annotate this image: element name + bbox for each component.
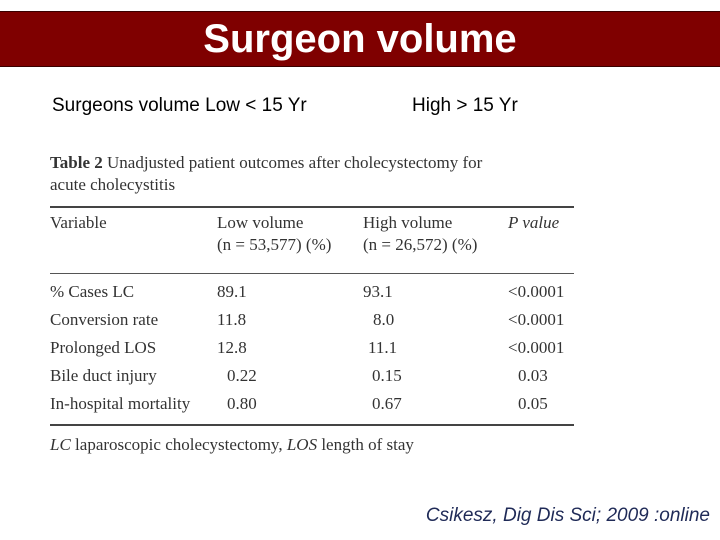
cell-variable: In-hospital mortality bbox=[50, 394, 191, 413]
slide-title: Surgeon volume bbox=[203, 17, 517, 61]
header-high-volume: High volume bbox=[363, 213, 453, 232]
table-label: Table 2 bbox=[50, 153, 103, 172]
header-p-value: P value bbox=[508, 213, 560, 232]
table-footnote: LC laparoscopic cholecystectomy, LOS len… bbox=[50, 434, 574, 456]
cell-high: 8.0 bbox=[373, 310, 395, 329]
cell-high: 0.67 bbox=[372, 394, 402, 413]
title-banner: Surgeon volume bbox=[0, 11, 720, 67]
outcomes-table: Table 2 Unadjusted patient outcomes afte… bbox=[50, 152, 574, 456]
subtitle-low-volume: Surgeons volume Low < 15 Yr bbox=[52, 95, 307, 116]
header-variable: Variable bbox=[50, 213, 107, 232]
cell-p: <0.0001 bbox=[508, 310, 565, 329]
footnote-lc-text: laparoscopic cholecystectomy, bbox=[70, 435, 287, 454]
cell-high: 11.1 bbox=[368, 338, 398, 357]
cell-high: 93.1 bbox=[363, 282, 393, 301]
cell-variable: Conversion rate bbox=[50, 310, 159, 329]
cell-low: 0.22 bbox=[227, 366, 257, 385]
cell-p: <0.0001 bbox=[508, 338, 565, 357]
header-low-n: (n = 53,577) (%) bbox=[217, 235, 332, 254]
table-row: % Cases LC 89.1 93.1 <0.0001 bbox=[50, 278, 574, 306]
cell-low: 89.1 bbox=[217, 282, 247, 301]
table-caption: Table 2 Unadjusted patient outcomes afte… bbox=[50, 152, 574, 196]
table-row: In-hospital mortality 0.80 0.67 0.05 bbox=[50, 390, 574, 418]
table-caption-line2: acute cholecystitis bbox=[50, 175, 176, 194]
cell-low: 0.80 bbox=[227, 394, 257, 413]
cell-p: <0.0001 bbox=[508, 282, 565, 301]
cell-p: 0.05 bbox=[518, 394, 548, 413]
cell-variable: % Cases LC bbox=[50, 282, 135, 301]
cell-high: 0.15 bbox=[372, 366, 402, 385]
header-low-volume: Low volume bbox=[217, 213, 304, 232]
cell-low: 12.8 bbox=[217, 338, 247, 357]
table-top-rule bbox=[50, 206, 574, 208]
cell-variable: Prolonged LOS bbox=[50, 338, 157, 357]
cell-variable: Bile duct injury bbox=[50, 366, 157, 385]
table-caption-line1: Unadjusted patient outcomes after cholec… bbox=[107, 153, 483, 172]
footnote-los-text: length of stay bbox=[317, 435, 414, 454]
footnote-lc-abbr: LC bbox=[50, 435, 71, 454]
cell-p: 0.03 bbox=[518, 366, 548, 385]
subtitle-high-volume: High > 15 Yr bbox=[412, 95, 518, 116]
citation: Csikesz, Dig Dis Sci; 2009 :online bbox=[425, 505, 710, 526]
table-bottom-rule bbox=[50, 424, 574, 426]
table-header: Variable Low volume (n = 53,577) (%) Hig… bbox=[50, 213, 574, 259]
table-row: Prolonged LOS 12.8 11.1 <0.0001 bbox=[50, 334, 574, 362]
table-row: Conversion rate 11.8 8.0 <0.0001 bbox=[50, 306, 574, 334]
table-body: % Cases LC 89.1 93.1 <0.0001 Conversion … bbox=[50, 278, 574, 418]
header-rule bbox=[50, 273, 574, 274]
footnote-los-abbr: LOS bbox=[286, 435, 318, 454]
cell-low: 11.8 bbox=[217, 310, 247, 329]
header-high-n: (n = 26,572) (%) bbox=[363, 235, 478, 254]
table-row: Bile duct injury 0.22 0.15 0.03 bbox=[50, 362, 574, 390]
